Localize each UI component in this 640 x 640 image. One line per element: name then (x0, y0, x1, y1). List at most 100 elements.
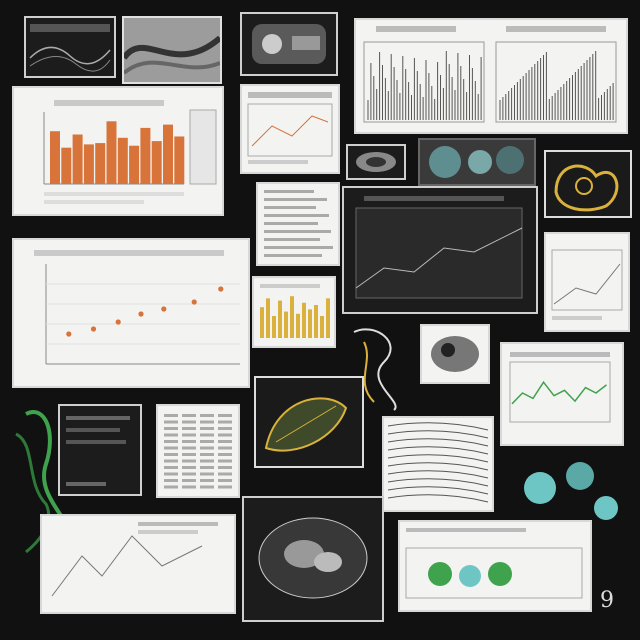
gold-bar-chart (260, 284, 330, 338)
scatter-point (191, 299, 197, 305)
table-cell (218, 433, 232, 437)
gold-bar (284, 311, 288, 338)
gold-bar (314, 305, 318, 338)
scatter-chart-card (12, 238, 250, 388)
bar (174, 136, 185, 184)
bar (140, 127, 151, 184)
text-line (264, 206, 316, 209)
text-line (264, 238, 320, 241)
text-line (264, 190, 314, 193)
dark-line-chart-card (342, 186, 538, 314)
table-cell (164, 479, 178, 482)
photo-image (124, 18, 220, 82)
sketch-line (387, 462, 489, 471)
table-cell (164, 459, 178, 463)
gold-bar-chart-card (252, 276, 336, 348)
gold-leaf-illustration (264, 397, 348, 452)
green-line-chart (509, 352, 611, 423)
table-cell (164, 446, 178, 450)
scan-image (356, 152, 396, 172)
teal-microscopy-card (418, 138, 536, 186)
grid-sketch (387, 422, 489, 503)
gold-bar (308, 309, 312, 338)
gold-bar (278, 300, 282, 338)
table-chart-card (240, 84, 340, 174)
table-cell (200, 427, 214, 430)
dark-line-chart (355, 196, 523, 299)
table-cell (218, 427, 232, 430)
scan-image-large (258, 517, 368, 599)
text-line (264, 214, 329, 217)
tree-diagram (51, 522, 218, 597)
table-cell (200, 440, 214, 443)
table-cell (182, 485, 196, 489)
dark-doc-card (58, 404, 142, 496)
document-card (256, 182, 340, 266)
table-cell (164, 414, 178, 417)
table-cell (182, 420, 196, 424)
table-cell (182, 459, 196, 463)
small-chart (551, 249, 623, 320)
bar (95, 143, 106, 184)
bottom-left-tree-card (40, 514, 236, 614)
spectrogram-graphic (29, 24, 111, 72)
anatomy-thumb (431, 336, 479, 372)
machine-thumbnail (252, 24, 326, 64)
sketch-line (387, 446, 489, 455)
table-cell (164, 472, 178, 476)
table-cell (164, 485, 178, 489)
bar (83, 144, 94, 184)
table-cell (164, 433, 178, 437)
scatter-point (66, 331, 72, 337)
bar (50, 131, 60, 184)
bar-chart-card (12, 86, 224, 216)
gold-bar (320, 316, 324, 338)
table-cell (218, 414, 232, 417)
table-cell (218, 485, 232, 489)
table-cell (182, 440, 196, 443)
table-cell (200, 459, 214, 463)
sketch-line (387, 478, 489, 487)
table-cell (200, 472, 214, 476)
table-cell (182, 433, 196, 437)
table-cell (218, 466, 232, 469)
small-dark-thumbnail (240, 12, 338, 76)
table-cell (164, 466, 178, 469)
table-cell (182, 446, 196, 450)
table-cell (164, 427, 178, 430)
table-cell (218, 440, 232, 443)
sketch-line (387, 486, 489, 495)
bar (61, 147, 72, 184)
table-cell (182, 466, 196, 469)
line-sketch-icon (344, 322, 414, 412)
table-cell (200, 446, 214, 450)
bottom-chart-card (398, 520, 592, 612)
grid-sketch-card (382, 416, 494, 512)
dual-line-chart (363, 26, 617, 123)
gold-bar (290, 296, 294, 338)
sketch-line (387, 470, 489, 479)
table-doc (164, 414, 232, 489)
scatter-point (115, 319, 121, 325)
document-lines (264, 190, 333, 257)
table-cell (200, 420, 214, 424)
sketch-line (387, 430, 489, 439)
bar (72, 134, 83, 184)
table-cell (182, 427, 196, 430)
table-cell (218, 459, 232, 463)
gold-bar (302, 302, 306, 338)
text-line (264, 246, 333, 249)
bar (151, 141, 162, 184)
table-cell (182, 472, 196, 476)
text-line (264, 198, 327, 201)
table-cell (200, 485, 214, 489)
table-cell (218, 479, 232, 482)
right-small-chart-card (544, 232, 630, 332)
dark-spectrogram-panel (24, 16, 116, 78)
dark-doc-lines (66, 416, 130, 486)
text-line (264, 254, 322, 257)
table-cell (218, 446, 232, 450)
anatomy-sketch-icon (353, 328, 397, 411)
scatter-point (90, 326, 97, 332)
sketch-line (387, 422, 489, 431)
